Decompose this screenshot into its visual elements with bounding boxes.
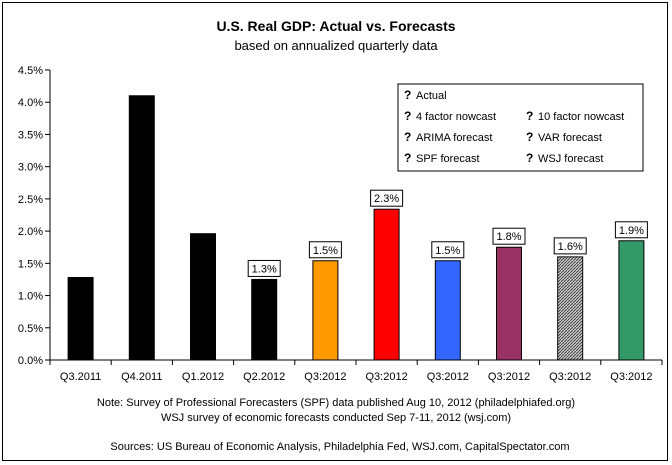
legend-label: ARIMA forecast <box>416 132 492 144</box>
data-label-box <box>492 227 526 245</box>
legend-box <box>397 83 644 172</box>
x-tick-label: Q1.2012 <box>182 371 224 383</box>
chart-subtitle: based on annualized quarterly data <box>234 38 438 53</box>
legend: ? Actual? 4 factor nowcast? 10 factor nowca… <box>397 83 644 172</box>
x-tick-label: Q3:2012 <box>365 371 407 383</box>
bars-group: 1.3% 1.5% 2.3% 1.5% 1.8% 1.6% 1.9% <box>67 95 648 361</box>
legend-marker: ? <box>404 109 411 123</box>
source-line: Sources: US Bureau of Economic Analysis,… <box>110 441 569 453</box>
bar <box>434 260 461 361</box>
data-label-box <box>247 259 281 277</box>
y-tick-label: 3.0% <box>18 162 43 174</box>
y-tick-label: 4.0% <box>18 97 43 109</box>
y-axis: 0.0% 0.5% 1.0% 1.5% 2.0% 2.5% 3.0% 3.5% 4.0% 4.5% <box>18 65 51 367</box>
y-tick-label: 4.5% <box>18 65 43 77</box>
y-tick-label: 2.5% <box>18 194 43 206</box>
y-tick-label: 0.5% <box>18 323 43 335</box>
x-tick-label: Q2.2012 <box>243 371 285 383</box>
y-tick-label: 0.0% <box>18 355 43 367</box>
x-tick-label: Q3.2011 <box>60 371 101 383</box>
bar <box>618 240 645 361</box>
note-line-2: WSJ survey of economic forecasts conduct… <box>161 412 511 424</box>
x-tick-label: Q3:2012 <box>488 371 530 383</box>
bar <box>67 277 94 361</box>
data-label-box <box>308 241 342 259</box>
data-label-box <box>553 237 587 255</box>
x-tick-label: Q3:2012 <box>610 371 652 383</box>
chart-frame <box>2 2 668 461</box>
data-label-box <box>614 221 648 239</box>
legend-label: 4 factor nowcast <box>416 111 496 123</box>
y-tick-label: 2.0% <box>18 226 43 238</box>
bar <box>373 208 400 361</box>
y-tick-label: 3.5% <box>18 129 43 141</box>
legend-marker: ? <box>526 109 533 123</box>
data-label: 1.5% <box>435 245 460 257</box>
bar <box>496 246 522 361</box>
legend-label: SPF forecast <box>416 153 480 165</box>
x-tick-label: Q4.2011 <box>121 371 162 383</box>
data-label-box <box>370 189 404 207</box>
data-label: 1.5% <box>313 245 338 257</box>
x-tick-label: Q3:2012 <box>549 371 591 383</box>
y-tick-label: 1.0% <box>18 291 43 303</box>
legend-marker: ? <box>526 130 533 144</box>
data-label: 1.9% <box>619 225 644 237</box>
data-label: 2.3% <box>374 193 399 205</box>
note-line-1: Note: Survey of Professional Forecasters… <box>97 397 575 409</box>
bar <box>128 95 155 361</box>
bar <box>312 260 339 361</box>
legend-marker: ? <box>404 151 411 165</box>
bar <box>557 256 584 361</box>
x-tick-label: Q3:2012 <box>304 371 346 383</box>
x-tick-label: Q3:2012 <box>427 371 469 383</box>
bar <box>190 233 216 361</box>
y-tick-label: 1.5% <box>18 258 43 270</box>
data-label: 1.8% <box>496 231 521 243</box>
legend-label: 10 factor nowcast <box>538 111 624 123</box>
legend-marker: ? <box>404 130 411 144</box>
data-label: 1.6% <box>558 241 583 253</box>
bar <box>251 278 278 361</box>
x-axis: Q3.2011 Q4.2011 Q1.2012 Q2.2012 Q3:2012 Q3:20… <box>49 359 663 383</box>
data-label: 1.3% <box>252 263 277 275</box>
data-label-box <box>431 241 465 259</box>
legend-label: WSJ forecast <box>538 153 603 165</box>
legend-marker: ? <box>404 88 411 102</box>
chart-title: U.S. Real GDP: Actual vs. Forecasts <box>216 18 455 34</box>
legend-label: VAR forecast <box>538 132 602 144</box>
legend-marker: ? <box>526 151 533 165</box>
legend-label: Actual <box>416 90 447 102</box>
